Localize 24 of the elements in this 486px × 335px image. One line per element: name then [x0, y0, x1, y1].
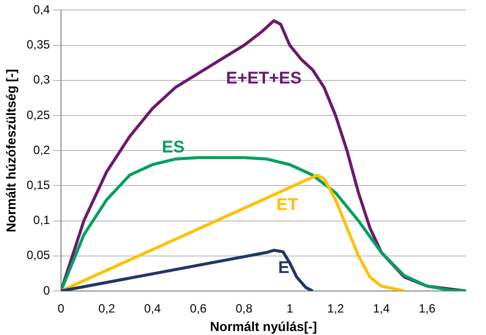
y-tick-label: 0,15 [26, 178, 50, 192]
y-tick-label: 0,4 [33, 2, 50, 17]
y-tick-label: 0,05 [26, 248, 50, 262]
x-tick-label: 0 [58, 302, 65, 316]
series-label: E [278, 258, 290, 277]
x-tick-label: 1,6 [418, 302, 436, 316]
x-tick-label: 0,2 [98, 302, 116, 316]
series-label: E+ET+ES [226, 68, 302, 88]
x-tick-label: 0,4 [144, 302, 162, 316]
x-tick-label: 1 [286, 302, 294, 316]
y-tick-label: 0,25 [26, 108, 50, 122]
x-tick-label: 0,8 [236, 302, 253, 316]
y-tick-label: 0 [43, 283, 50, 298]
x-tick-label: 0,6 [190, 302, 207, 316]
y-axis-title: Normált húzófeszültség [-] [3, 68, 18, 232]
x-axis-title: Normált nyúlás[-] [210, 318, 317, 334]
series-label: ES [162, 137, 185, 156]
x-tick-label: 1,4 [372, 302, 390, 316]
y-tick-label: 0,1 [33, 213, 50, 228]
y-tick-label: 0,35 [26, 38, 50, 52]
x-tick-label: 1,2 [327, 302, 344, 316]
y-tick-label: 0,3 [33, 72, 50, 87]
series-label: ET [276, 194, 299, 214]
y-tick-label: 0,2 [33, 142, 50, 157]
